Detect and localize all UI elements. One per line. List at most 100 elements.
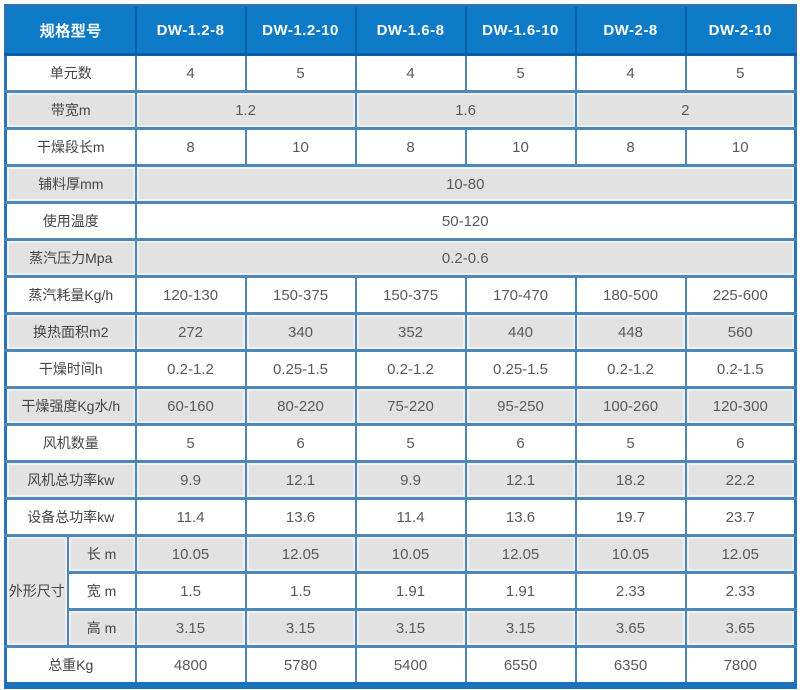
value-cell: 12.05 xyxy=(464,534,577,574)
value-cell: 5 xyxy=(244,53,357,93)
value-cell: 448 xyxy=(574,312,687,352)
value-cell: 6550 xyxy=(464,645,577,687)
value-cell: 1.2 xyxy=(134,90,357,130)
table-row: 风机数量 5 6 5 6 5 6 xyxy=(4,423,797,463)
spec-table: 规格型号 DW-1.2-8 DW-1.2-10 DW-1.6-8 DW-1.6-10 D… xyxy=(4,4,798,689)
row-label: 蒸汽压力Mpa xyxy=(4,238,137,278)
value-cell: 12.05 xyxy=(244,534,357,574)
value-cell: 4800 xyxy=(134,645,247,687)
value-cell: 5 xyxy=(684,53,797,93)
value-cell: 150-375 xyxy=(354,275,467,315)
table-row: 总重Kg 4800 5780 5400 6550 6350 7800 xyxy=(4,645,797,687)
value-cell: 440 xyxy=(464,312,577,352)
value-cell: 6 xyxy=(684,423,797,463)
value-cell: 2.33 xyxy=(574,571,687,611)
value-cell: 3.15 xyxy=(244,608,357,648)
model-header-cell: DW-1.6-10 xyxy=(464,5,577,56)
row-label: 铺料厚mm xyxy=(4,164,137,204)
value-cell: 4 xyxy=(574,53,687,93)
table-row: 干燥段长m 8 10 8 10 8 10 xyxy=(4,127,797,167)
value-cell: 0.25-1.5 xyxy=(464,349,577,389)
value-cell: 10 xyxy=(464,127,577,167)
value-cell: 10.05 xyxy=(574,534,687,574)
value-cell: 75-220 xyxy=(354,386,467,426)
value-cell: 1.5 xyxy=(244,571,357,611)
value-cell: 2 xyxy=(574,90,797,130)
value-cell: 3.65 xyxy=(574,608,687,648)
table-row: 铺料厚mm 10-80 xyxy=(4,164,797,204)
value-cell: 120-130 xyxy=(134,275,247,315)
value-cell: 150-375 xyxy=(244,275,357,315)
value-cell: 5 xyxy=(354,423,467,463)
value-cell: 6 xyxy=(244,423,357,463)
value-cell: 10-80 xyxy=(134,164,797,204)
dimension-sub-label: 高 m xyxy=(66,608,137,648)
spec-table-body: 单元数 4 5 4 5 4 5 带宽m 1.2 1.6 2 干燥段长m 8 10 8 10 8 10 铺料厚mm 10… xyxy=(4,53,797,687)
value-cell: 13.6 xyxy=(244,497,357,537)
value-cell: 170-470 xyxy=(464,275,577,315)
model-header-cell: DW-1.6-8 xyxy=(354,5,467,56)
value-cell: 352 xyxy=(354,312,467,352)
row-label: 蒸汽耗量Kg/h xyxy=(4,275,137,315)
row-label: 风机总功率kw xyxy=(4,460,137,500)
row-label: 带宽m xyxy=(4,90,137,130)
corner-header-cell: 规格型号 xyxy=(4,5,137,56)
dimension-group-label: 外形尺寸 xyxy=(4,534,69,648)
value-cell: 7800 xyxy=(684,645,797,687)
value-cell: 50-120 xyxy=(134,201,797,241)
value-cell: 9.9 xyxy=(134,460,247,500)
value-cell: 120-300 xyxy=(684,386,797,426)
value-cell: 5 xyxy=(464,53,577,93)
value-cell: 11.4 xyxy=(354,497,467,537)
table-row: 设备总功率kw 11.4 13.6 11.4 13.6 19.7 23.7 xyxy=(4,497,797,537)
header-row: 规格型号 DW-1.2-8 DW-1.2-10 DW-1.6-8 DW-1.6-10 D… xyxy=(4,5,797,56)
value-cell: 0.2-0.6 xyxy=(134,238,797,278)
row-label: 单元数 xyxy=(4,53,137,93)
value-cell: 225-600 xyxy=(684,275,797,315)
value-cell: 19.7 xyxy=(574,497,687,537)
value-cell: 340 xyxy=(244,312,357,352)
value-cell: 80-220 xyxy=(244,386,357,426)
row-label: 设备总功率kw xyxy=(4,497,137,537)
value-cell: 12.05 xyxy=(684,534,797,574)
dimension-sub-label: 宽 m xyxy=(66,571,137,611)
value-cell: 12.1 xyxy=(244,460,357,500)
value-cell: 4 xyxy=(354,53,467,93)
value-cell: 8 xyxy=(354,127,467,167)
model-header-cell: DW-2-8 xyxy=(574,5,687,56)
table-row: 蒸汽耗量Kg/h 120-130 150-375 150-375 170-470 180-… xyxy=(4,275,797,315)
row-label: 干燥时间h xyxy=(4,349,137,389)
row-label: 干燥段长m xyxy=(4,127,137,167)
table-row: 单元数 4 5 4 5 4 5 xyxy=(4,53,797,93)
value-cell: 0.2-1.2 xyxy=(574,349,687,389)
value-cell: 1.91 xyxy=(354,571,467,611)
value-cell: 12.1 xyxy=(464,460,577,500)
value-cell: 5780 xyxy=(244,645,357,687)
table-row: 带宽m 1.2 1.6 2 xyxy=(4,90,797,130)
row-label: 干燥强度Kg水/h xyxy=(4,386,137,426)
spec-table-header: 规格型号 DW-1.2-8 DW-1.2-10 DW-1.6-8 DW-1.6-10 D… xyxy=(4,5,797,56)
value-cell: 13.6 xyxy=(464,497,577,537)
value-cell: 3.65 xyxy=(684,608,797,648)
value-cell: 5400 xyxy=(354,645,467,687)
value-cell: 6 xyxy=(464,423,577,463)
row-label: 换热面积m2 xyxy=(4,312,137,352)
value-cell: 95-250 xyxy=(464,386,577,426)
row-label: 使用温度 xyxy=(4,201,137,241)
value-cell: 10 xyxy=(244,127,357,167)
value-cell: 3.15 xyxy=(354,608,467,648)
table-row: 干燥时间h 0.2-1.2 0.25-1.5 0.2-1.2 0.25-1.5 0.2-1… xyxy=(4,349,797,389)
value-cell: 5 xyxy=(574,423,687,463)
table-row: 宽 m 1.5 1.5 1.91 1.91 2.33 2.33 xyxy=(6,571,797,611)
value-cell: 4 xyxy=(134,53,247,93)
value-cell: 2.33 xyxy=(684,571,797,611)
value-cell: 18.2 xyxy=(574,460,687,500)
value-cell: 9.9 xyxy=(354,460,467,500)
value-cell: 272 xyxy=(134,312,247,352)
value-cell: 0.2-1.2 xyxy=(354,349,467,389)
value-cell: 180-500 xyxy=(574,275,687,315)
model-header-cell: DW-2-10 xyxy=(684,5,797,56)
table-row: 蒸汽压力Mpa 0.2-0.6 xyxy=(4,238,797,278)
value-cell: 560 xyxy=(684,312,797,352)
